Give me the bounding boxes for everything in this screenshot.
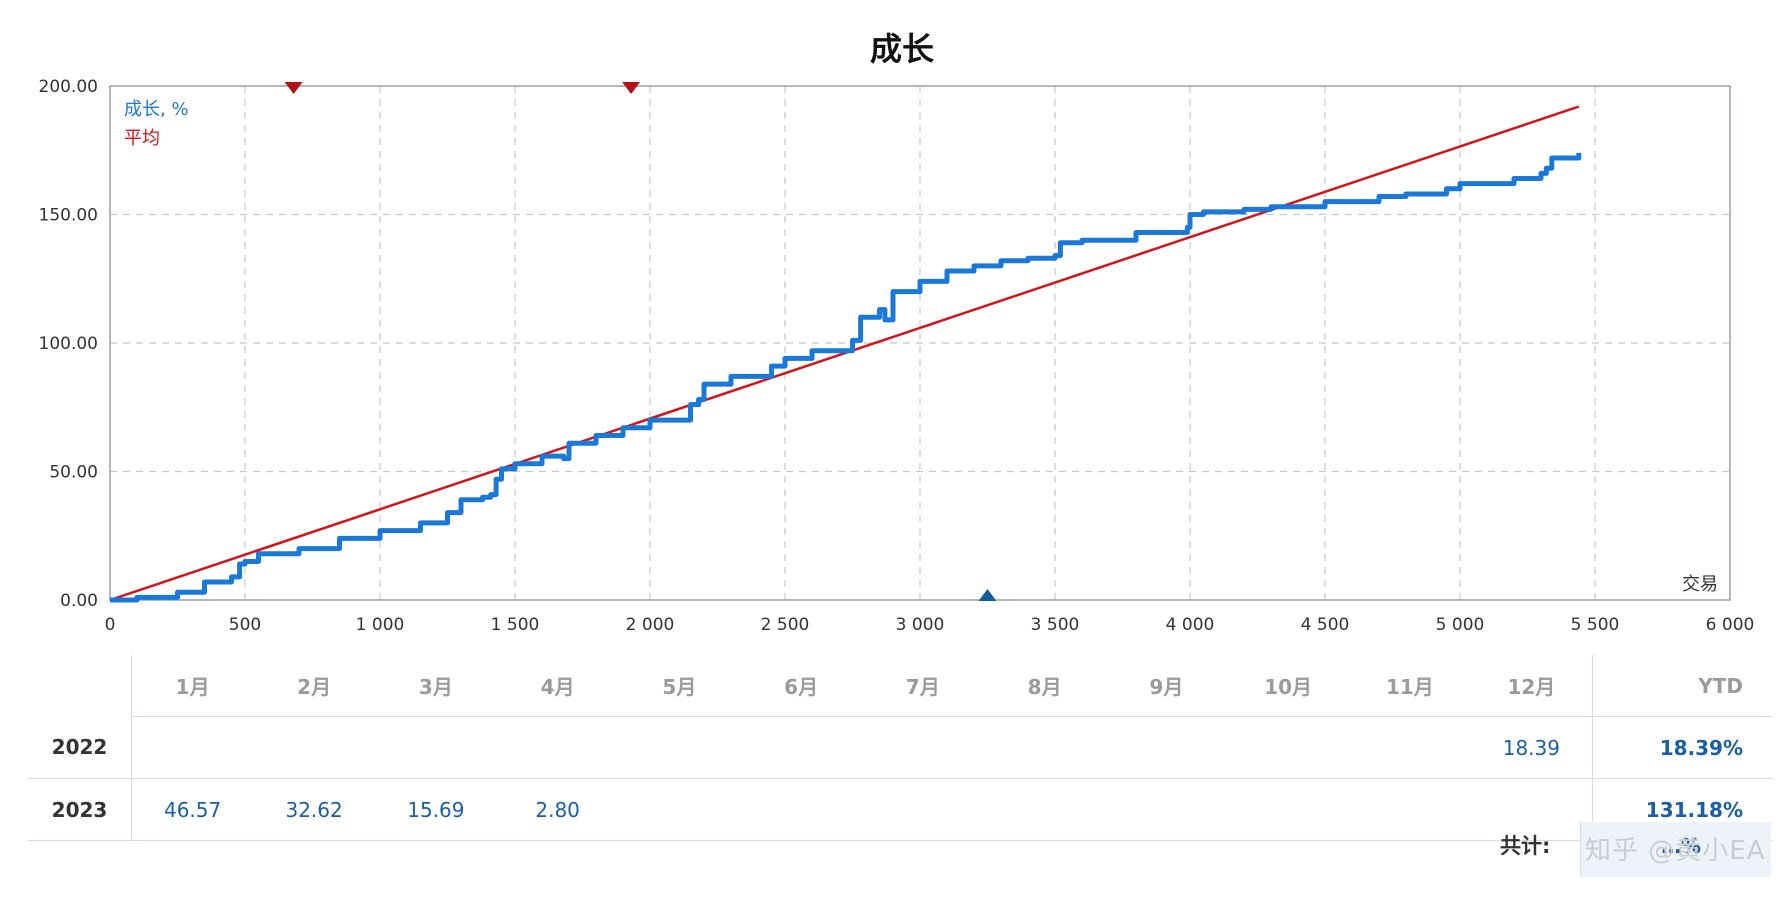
series-line-average (109, 105, 1580, 602)
month-header: 1月 (131, 655, 254, 717)
x-tick-label: 2 000 (626, 615, 675, 635)
y-tick-label: 100.00 (39, 334, 98, 354)
legend-average: 平均 (124, 128, 160, 149)
x-tick-label: 500 (229, 615, 261, 635)
month-value (983, 778, 1106, 841)
total-value: …% (1661, 834, 1702, 858)
month-header: 5月 (618, 655, 741, 717)
x-axis-label: 交易 (1682, 574, 1718, 595)
series-line-growth (110, 152, 1582, 603)
max-marker (284, 82, 303, 94)
ytd-header: YTD (1592, 655, 1773, 717)
growth-chart: 成长 成长, % 平均 交易 0.00 50.00 100.00 150.00 200.… (39, 30, 1755, 635)
month-value: 2.80 (496, 778, 619, 841)
series-layer (109, 105, 1582, 603)
x-tick-label: 3 000 (896, 615, 945, 635)
table-row: 2023 46.57 32.62 15.69 2.80 131.18% (28, 778, 1773, 841)
monthly-table: 1月 2月 3月 4月 5月 6月 7月 8月 9月 10月 11月 12月 Y… (28, 655, 1773, 841)
row-year: 2022 (28, 716, 132, 779)
month-value (862, 716, 984, 779)
y-tick-label: 50.00 (49, 463, 98, 483)
table-row: 2022 18.39 18.39% (28, 716, 1773, 779)
y-tick-label: 0.00 (60, 591, 98, 611)
x-tick-label: 0 (105, 615, 116, 635)
month-value (740, 716, 862, 779)
month-value: 18.39 (1470, 716, 1593, 779)
table-header-row: 1月 2月 3月 4月 5月 6月 7月 8月 9月 10月 11月 12月 Y… (28, 655, 1773, 717)
legend-growth: 成长, % (124, 99, 189, 120)
month-value (253, 716, 375, 779)
plot-frame (109, 85, 1731, 601)
month-value (1105, 716, 1228, 779)
total-box: …% (1580, 822, 1771, 877)
x-tick-label: 5 000 (1436, 615, 1485, 635)
month-header: 8月 (983, 655, 1106, 717)
row-year: 2023 (28, 778, 132, 841)
marker-layer (284, 82, 997, 601)
x-axis-ticks: 0 500 1 000 1 500 2 000 2 500 3 000 3 500 4 000 4… (105, 615, 1755, 635)
month-value (983, 716, 1106, 779)
total-row: 共计: …% 知乎 @黄小EA (1480, 822, 1780, 877)
month-header: 10月 (1227, 655, 1349, 717)
month-value (740, 778, 862, 841)
month-value (1470, 778, 1593, 841)
x-tick-label: 1 500 (491, 615, 540, 635)
y-tick-label: 200.00 (39, 77, 98, 97)
x-tick-label: 2 500 (761, 615, 810, 635)
month-header: 12月 (1470, 655, 1593, 717)
year-header (28, 655, 132, 717)
total-label: 共计: (1500, 834, 1551, 858)
month-value: 32.62 (253, 778, 375, 841)
month-header: 3月 (375, 655, 497, 717)
month-value (1349, 716, 1471, 779)
month-value (1227, 778, 1349, 841)
month-value (1349, 778, 1471, 841)
x-tick-label: 1 000 (356, 615, 405, 635)
y-tick-label: 150.00 (39, 206, 98, 226)
month-value (131, 716, 254, 779)
watermark: 知乎 @黄小EA (1585, 836, 1766, 866)
x-tick-label: 6 000 (1706, 615, 1755, 635)
month-value (618, 716, 741, 779)
grid-lines (110, 86, 1730, 600)
month-header: 2月 (253, 655, 375, 717)
month-header: 6月 (740, 655, 862, 717)
month-value: 46.57 (131, 778, 254, 841)
month-value (862, 778, 984, 841)
month-value (1227, 716, 1349, 779)
x-tick-label: 5 500 (1571, 615, 1620, 635)
max-marker (622, 82, 641, 94)
min-marker (978, 589, 997, 601)
chart-title: 成长 (870, 30, 934, 68)
month-value (618, 778, 741, 841)
month-header: 4月 (496, 655, 619, 717)
y-axis-ticks: 0.00 50.00 100.00 150.00 200.00 (39, 77, 98, 611)
row-ytd: 18.39% (1592, 716, 1773, 779)
x-tick-label: 3 500 (1031, 615, 1080, 635)
month-header: 7月 (862, 655, 984, 717)
month-value: 15.69 (375, 778, 497, 841)
month-value (375, 716, 497, 779)
month-value (1105, 778, 1228, 841)
month-header: 9月 (1105, 655, 1228, 717)
x-tick-label: 4 000 (1166, 615, 1215, 635)
month-value (496, 716, 619, 779)
month-header: 11月 (1349, 655, 1471, 717)
x-tick-label: 4 500 (1301, 615, 1350, 635)
